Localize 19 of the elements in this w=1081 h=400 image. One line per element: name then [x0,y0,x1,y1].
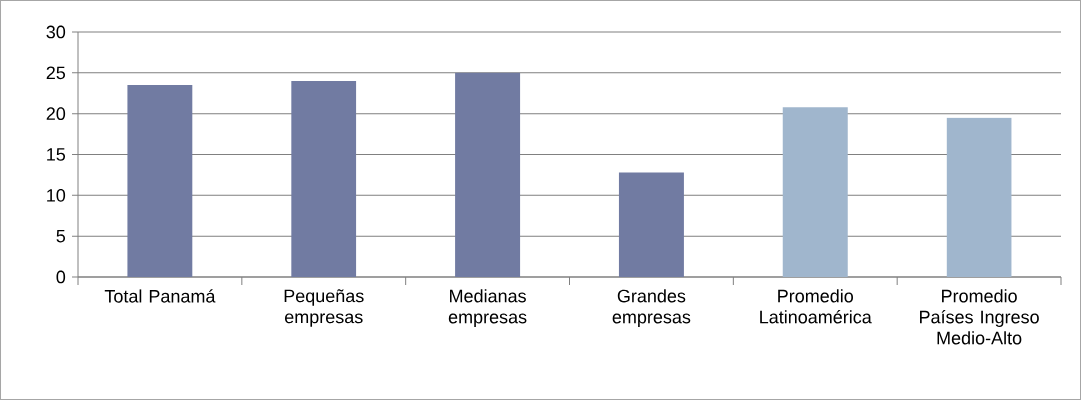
y-tick-label: 25 [46,66,66,80]
y-tick-label: 0 [56,270,66,284]
x-tick-label: Promedio Países Ingreso Medio-Alto [920,289,1039,345]
x-tick-label: Medianas empresas [448,289,527,327]
bar [455,72,521,277]
y-tick-label: 30 [46,25,66,39]
bar [618,172,684,277]
bar [291,81,357,277]
x-tick-label: Pequeñas empresas [284,289,364,327]
y-tick-label: 20 [46,107,66,121]
x-tick-label: Grandes empresas [612,289,691,327]
x-tick-label: Promedio Latinoamérica [760,289,872,324]
x-tick-label: Total Panamá [104,289,216,303]
bar [127,85,193,277]
y-tick-label: 10 [47,188,66,202]
bar [782,107,848,277]
bar [946,117,1012,277]
y-tick-label: 5 [56,229,66,243]
y-tick-label: 15 [47,148,66,161]
